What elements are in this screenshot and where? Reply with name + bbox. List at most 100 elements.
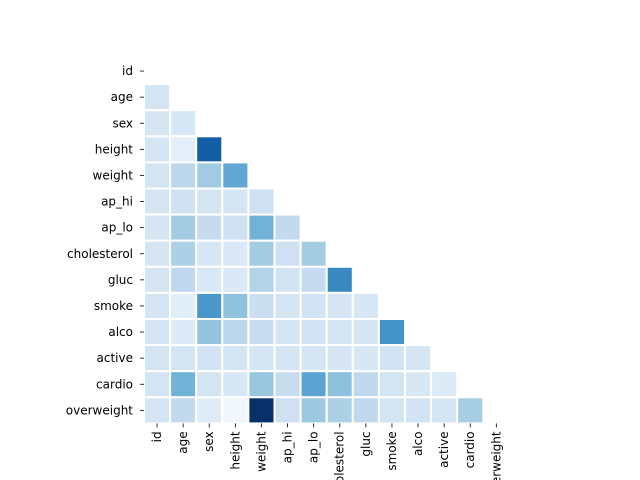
heatmap-cell-weight-age — [169, 161, 198, 190]
heatmap-cell-cardio-height — [221, 370, 250, 399]
y-tick-label-smoke: smoke — [94, 299, 133, 313]
heatmap-cell-active-sex — [195, 344, 224, 373]
y-tick-label-overweight: overweight — [66, 403, 134, 417]
heatmap-cell-alco-ap_hi — [273, 318, 302, 347]
heatmap-cell-alco-ap_lo — [299, 318, 328, 347]
heatmap-cell-cardio-weight — [247, 370, 276, 399]
heatmap-cell-smoke-height — [221, 291, 250, 320]
x-axis: id age sex height weight ap_hi ap_lo cholestero… — [150, 423, 503, 480]
y-tick-label-alco: alco — [108, 325, 133, 339]
heatmap-cell-gluc-age — [169, 265, 198, 294]
heatmap-cell-overweight-age — [169, 396, 198, 425]
x-tick-label-id: id — [150, 431, 164, 442]
heatmap-cell-height-sex — [195, 135, 224, 164]
heatmap-cell-gluc-sex — [195, 265, 224, 294]
heatmap-cell-alco-smoke — [377, 318, 406, 347]
heatmap-cell-gluc-height — [221, 265, 250, 294]
heatmap-cell-cardio-alco — [404, 370, 433, 399]
heatmap-cell-cardio-ap_lo — [299, 370, 328, 399]
x-tick-label-gluc: gluc — [359, 431, 373, 456]
heatmap-cell-alco-gluc — [351, 318, 380, 347]
heatmap-cell-cholesterol-height — [221, 239, 250, 268]
x-tick-label-cardio: cardio — [463, 431, 477, 468]
heatmap-cell-alco-cholesterol — [325, 318, 354, 347]
y-tick-label-id: id — [122, 64, 133, 78]
heatmap-cell-weight-id — [143, 161, 172, 190]
heatmap-cell-cardio-ap_hi — [273, 370, 302, 399]
heatmap-cell-overweight-sex — [195, 396, 224, 425]
heatmap-cell-ap_hi-sex — [195, 187, 224, 216]
heatmap-cell-alco-id — [143, 318, 172, 347]
heatmap-cell-active-age — [169, 344, 198, 373]
heatmap-cell-active-id — [143, 344, 172, 373]
y-tick-label-height: height — [95, 142, 134, 156]
heatmap-cell-ap_lo-sex — [195, 213, 224, 242]
heatmap-cell-gluc-ap_lo — [299, 265, 328, 294]
heatmap-cell-overweight-alco — [404, 396, 433, 425]
heatmap-cell-overweight-ap_lo — [299, 396, 328, 425]
heatmap-cell-cardio-sex — [195, 370, 224, 399]
heatmap-cell-gluc-weight — [247, 265, 276, 294]
heatmap-cell-alco-height — [221, 318, 250, 347]
heatmap-cell-overweight-cardio — [456, 396, 485, 425]
heatmap-cell-cardio-id — [143, 370, 172, 399]
heatmap-cell-height-age — [169, 135, 198, 164]
heatmap-cell-active-weight — [247, 344, 276, 373]
heatmap-cell-overweight-gluc — [351, 396, 380, 425]
heatmap-cell-smoke-gluc — [351, 291, 380, 320]
x-tick-label-ap_lo: ap_lo — [307, 431, 321, 463]
heatmap-cell-ap_lo-ap_hi — [273, 213, 302, 242]
heatmap-cell-ap_lo-height — [221, 213, 250, 242]
y-tick-label-ap_lo: ap_lo — [101, 221, 133, 235]
heatmap-cell-cholesterol-ap_lo — [299, 239, 328, 268]
heatmap-cell-overweight-ap_hi — [273, 396, 302, 425]
heatmap-cell-active-ap_lo — [299, 344, 328, 373]
heatmap-cell-cardio-cholesterol — [325, 370, 354, 399]
heatmap-cell-gluc-cholesterol — [325, 265, 354, 294]
heatmap-cell-weight-height — [221, 161, 250, 190]
heatmap-cell-cardio-active — [430, 370, 459, 399]
heatmap-cell-overweight-weight — [247, 396, 276, 425]
heatmap-cell-active-height — [221, 344, 250, 373]
heatmap-cell-gluc-id — [143, 265, 172, 294]
x-tick-label-height: height — [228, 431, 242, 470]
heatmap-cell-cholesterol-age — [169, 239, 198, 268]
x-tick-label-overweight: overweight — [489, 431, 503, 480]
heatmap-cell-smoke-age — [169, 291, 198, 320]
heatmap-cell-cardio-smoke — [377, 370, 406, 399]
heatmap-cell-gluc-ap_hi — [273, 265, 302, 294]
heatmap-cell-height-id — [143, 135, 172, 164]
x-tick-label-ap_hi: ap_hi — [281, 431, 295, 463]
y-tick-label-ap_hi: ap_hi — [101, 195, 133, 209]
heatmap-cell-overweight-height — [221, 396, 250, 425]
y-tick-label-sex: sex — [112, 116, 133, 130]
y-tick-label-age: age — [111, 90, 133, 104]
y-tick-label-gluc: gluc — [108, 273, 133, 287]
heatmap-cell-alco-sex — [195, 318, 224, 347]
heatmap-cell-ap_hi-height — [221, 187, 250, 216]
x-tick-label-cholesterol: cholesterol — [333, 431, 347, 480]
heatmap-cell-ap_hi-age — [169, 187, 198, 216]
heatmap-cell-smoke-ap_lo — [299, 291, 328, 320]
heatmap-cell-overweight-smoke — [377, 396, 406, 425]
y-tick-label-active: active — [97, 351, 133, 365]
heatmap-cell-cardio-age — [169, 370, 198, 399]
heatmap-cell-overweight-cholesterol — [325, 396, 354, 425]
heatmap-cell-active-cholesterol — [325, 344, 354, 373]
heatmap-cells — [143, 83, 485, 425]
heatmap-cell-overweight-id — [143, 396, 172, 425]
heatmap-cell-ap_hi-weight — [247, 187, 276, 216]
heatmap-cell-overweight-active — [430, 396, 459, 425]
x-tick-label-smoke: smoke — [385, 431, 399, 470]
heatmap-cell-active-alco — [404, 344, 433, 373]
heatmap-cell-smoke-id — [143, 291, 172, 320]
heatmap-cell-ap_lo-age — [169, 213, 198, 242]
heatmap-cell-active-gluc — [351, 344, 380, 373]
heatmap-cell-cholesterol-sex — [195, 239, 224, 268]
heatmap-cell-ap_lo-weight — [247, 213, 276, 242]
heatmap-cell-ap_lo-id — [143, 213, 172, 242]
heatmap-cell-ap_hi-id — [143, 187, 172, 216]
heatmap-cell-smoke-sex — [195, 291, 224, 320]
